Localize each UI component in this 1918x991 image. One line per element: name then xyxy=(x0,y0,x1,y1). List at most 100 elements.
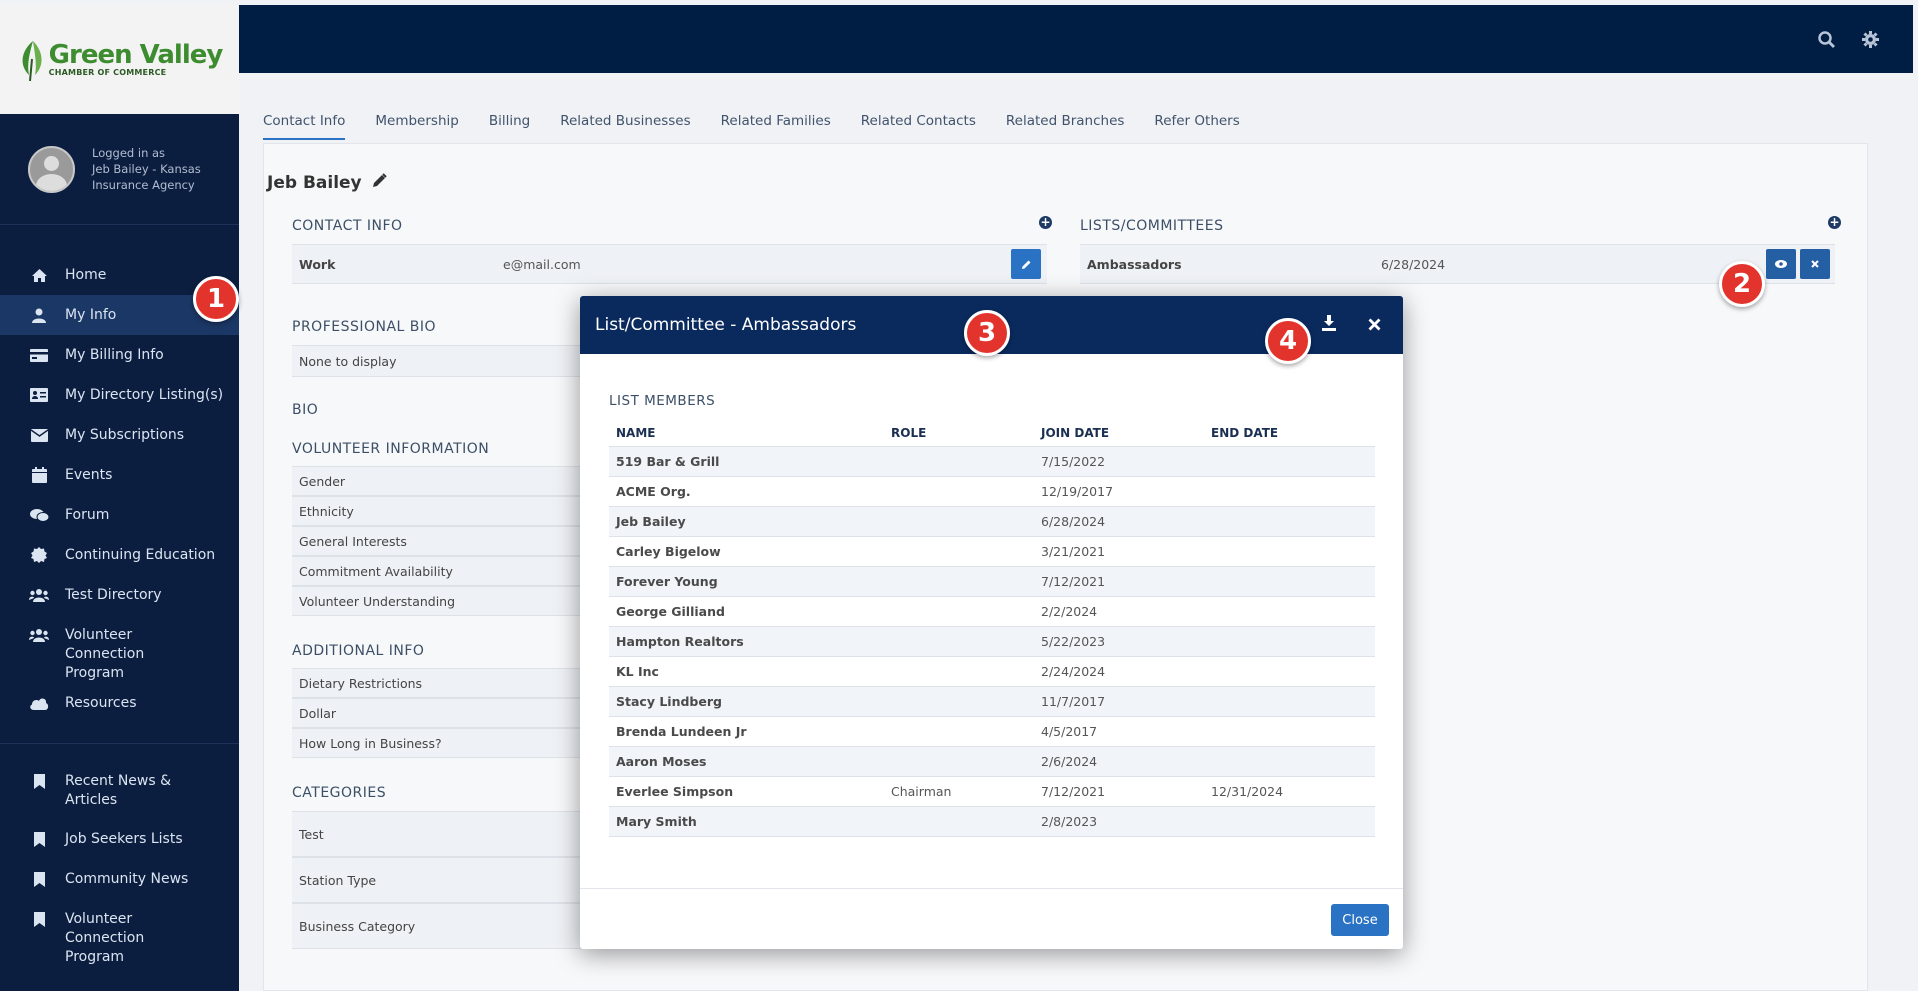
tab-related-contacts[interactable]: Related Contacts xyxy=(860,113,976,129)
column-header-end-date[interactable]: END DATE xyxy=(1204,420,1375,447)
nav-item-forum[interactable]: Forum xyxy=(0,495,239,535)
nav-label: Events xyxy=(65,467,113,483)
members-table: NAME ROLE JOIN DATE END DATE 519 Bar & G… xyxy=(609,420,1375,837)
volunteer-label: General Interests xyxy=(299,534,407,549)
member-role xyxy=(884,656,1034,687)
nav-item-recent-news[interactable]: Recent News & Articles xyxy=(0,772,239,830)
remove-list-button[interactable] xyxy=(1800,249,1830,279)
user-name-line2: Insurance Agency xyxy=(92,178,195,192)
column-header-name[interactable]: NAME xyxy=(609,420,884,447)
edit-contact-button[interactable] xyxy=(1011,249,1041,279)
additional-info-title: ADDITIONAL INFO xyxy=(292,643,425,659)
comments-icon xyxy=(28,506,50,524)
nav-item-billing[interactable]: My Billing Info xyxy=(0,335,239,375)
nav-item-events[interactable]: Events xyxy=(0,455,239,495)
nav-label: Test Directory xyxy=(65,587,162,603)
volunteer-info-title: VOLUNTEER INFORMATION xyxy=(292,441,490,457)
column-header-role[interactable]: ROLE xyxy=(884,420,1034,447)
member-name: KL Inc xyxy=(609,656,884,687)
tab-refer-others[interactable]: Refer Others xyxy=(1154,113,1240,129)
additional-label: Dollar xyxy=(299,706,337,721)
search-icon[interactable] xyxy=(1818,31,1835,53)
column-header-join-date[interactable]: JOIN DATE xyxy=(1034,420,1204,447)
nav-item-job-seekers[interactable]: Job Seekers Lists xyxy=(0,830,239,870)
nav-item-test-directory[interactable]: Test Directory xyxy=(0,575,239,615)
users-icon xyxy=(28,626,50,644)
member-role xyxy=(884,566,1034,597)
top-bar xyxy=(239,5,1913,73)
add-contact-icon[interactable]: + xyxy=(1039,215,1052,229)
member-end-date xyxy=(1204,596,1375,627)
modal-close-icon[interactable] xyxy=(1368,312,1381,336)
secondary-nav: Recent News & Articles Job Seekers Lists… xyxy=(0,772,239,968)
list-row-ambassadors: Ambassadors 6/28/2024 xyxy=(1080,244,1835,284)
tab-membership[interactable]: Membership xyxy=(375,113,459,129)
view-list-button[interactable] xyxy=(1766,249,1796,279)
member-join-date: 11/7/2017 xyxy=(1034,686,1204,717)
logo[interactable]: Green Valley CHAMBER OF COMMERCE xyxy=(17,39,223,81)
tab-contact-info[interactable]: Contact Info xyxy=(263,113,346,140)
member-name: 519 Bar & Grill xyxy=(609,446,884,477)
member-name: ACME Org. xyxy=(609,476,884,507)
table-row: Everlee Simpson Chairman 7/12/2021 12/31/20… xyxy=(609,776,1375,807)
page-title: Jeb Bailey xyxy=(267,173,387,193)
gear-icon[interactable] xyxy=(1862,31,1879,53)
download-icon[interactable] xyxy=(1321,315,1337,335)
table-row: George Gilliand 2/2/2024 xyxy=(609,596,1375,627)
member-name: Hampton Realtors xyxy=(609,626,884,657)
list-committee-modal: List/Committee - Ambassadors LIST MEMBER… xyxy=(580,296,1403,949)
nav-item-home[interactable]: Home xyxy=(0,255,239,295)
tab-related-families[interactable]: Related Families xyxy=(720,113,831,129)
member-name: Forever Young xyxy=(609,566,884,597)
member-name: Jeb Bailey xyxy=(609,506,884,537)
logo-area: Green Valley CHAMBER OF COMMERCE xyxy=(0,5,239,114)
member-name: Aaron Moses xyxy=(609,746,884,777)
calendar-icon xyxy=(28,466,50,484)
nav-label: Volunteer Connection Program xyxy=(65,911,145,965)
add-list-icon[interactable]: + xyxy=(1828,215,1841,229)
member-join-date: 3/21/2021 xyxy=(1034,536,1204,567)
member-role xyxy=(884,506,1034,537)
pencil-icon[interactable] xyxy=(372,173,387,188)
member-end-date xyxy=(1204,656,1375,687)
tab-related-businesses[interactable]: Related Businesses xyxy=(560,113,691,129)
table-row: Carley Bigelow 3/21/2021 xyxy=(609,536,1375,567)
table-row: KL Inc 2/24/2024 xyxy=(609,656,1375,687)
nav-label: Continuing Education xyxy=(65,547,216,563)
nav-item-community-news[interactable]: Community News xyxy=(0,870,239,910)
additional-label: How Long in Business? xyxy=(299,736,442,751)
home-icon xyxy=(28,266,50,284)
member-end-date xyxy=(1204,806,1375,837)
work-label: Work xyxy=(299,257,336,272)
member-end-date xyxy=(1204,446,1375,477)
step-badge-4: 4 xyxy=(1265,318,1311,364)
nav-label: Resources xyxy=(65,695,137,711)
user-icon xyxy=(28,306,50,324)
table-row: 519 Bar & Grill 7/15/2022 xyxy=(609,446,1375,477)
professional-bio-value: None to display xyxy=(299,354,397,369)
volunteer-label: Ethnicity xyxy=(299,504,354,519)
member-join-date: 7/15/2022 xyxy=(1034,446,1204,477)
tab-billing[interactable]: Billing xyxy=(488,113,531,129)
avatar[interactable] xyxy=(28,145,75,193)
list-members-title: LIST MEMBERS xyxy=(609,393,716,409)
tab-bar: Contact Info Membership Billing Related … xyxy=(263,113,1270,140)
table-row: Hampton Realtors 5/22/2023 xyxy=(609,626,1375,657)
volunteer-label: Commitment Availability xyxy=(299,564,453,579)
tab-related-branches[interactable]: Related Branches xyxy=(1005,113,1125,129)
step-badge-2: 2 xyxy=(1719,261,1765,307)
close-button[interactable]: Close xyxy=(1331,904,1389,936)
member-end-date xyxy=(1204,716,1375,747)
categories-title: CATEGORIES xyxy=(292,785,387,801)
bio-title: BIO xyxy=(292,402,319,418)
bookmark-icon xyxy=(28,772,50,790)
volunteer-label: Volunteer Understanding xyxy=(299,594,456,609)
nav-item-continuing-education[interactable]: Continuing Education xyxy=(0,535,239,575)
work-email[interactable]: e@mail.com xyxy=(503,257,581,272)
nav-item-resources[interactable]: Resources xyxy=(0,683,239,723)
nav-label: My Directory Listing(s) xyxy=(65,387,224,403)
nav-item-volunteer-connection-2[interactable]: Volunteer Connection Program xyxy=(0,910,239,968)
nav-item-subscriptions[interactable]: My Subscriptions xyxy=(0,415,239,455)
nav-item-directory[interactable]: My Directory Listing(s) xyxy=(0,375,239,415)
nav-item-volunteer-connection[interactable]: Volunteer Connection Program xyxy=(0,615,239,683)
